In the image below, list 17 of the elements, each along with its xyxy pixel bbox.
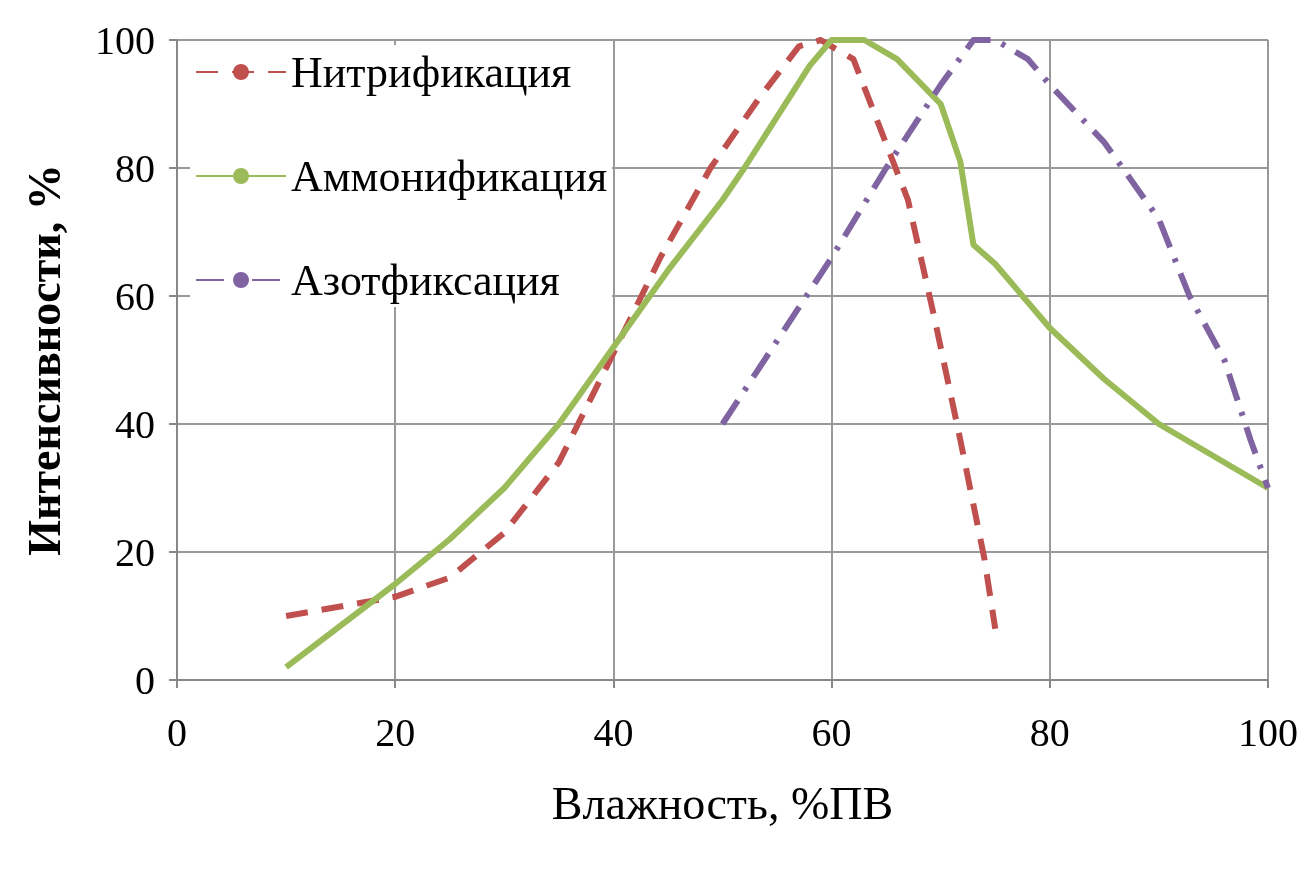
y-tick-label: 20 xyxy=(115,529,155,575)
legend-label: Азотфиксация xyxy=(291,255,560,305)
legend-label: Нитрификация xyxy=(291,47,572,97)
y-tick-label: 40 xyxy=(115,401,155,447)
x-tick-label: 20 xyxy=(375,709,416,755)
y-tick-label: 0 xyxy=(135,657,155,703)
x-tick-label: 60 xyxy=(811,709,852,755)
y-tick-label: 100 xyxy=(95,17,155,63)
x-tick-label: 80 xyxy=(1029,709,1070,755)
y-axis-title: Интенсивности, % xyxy=(18,164,70,556)
x-tick-label: 0 xyxy=(167,709,187,755)
y-tick-label: 80 xyxy=(115,145,155,191)
y-tick-label: 60 xyxy=(115,273,155,319)
x-tick-label: 100 xyxy=(1238,709,1298,755)
x-axis-title: Влажность, %ПВ xyxy=(551,777,894,829)
legend-label: Аммонификация xyxy=(291,151,608,201)
x-tick-label: 40 xyxy=(593,709,634,755)
